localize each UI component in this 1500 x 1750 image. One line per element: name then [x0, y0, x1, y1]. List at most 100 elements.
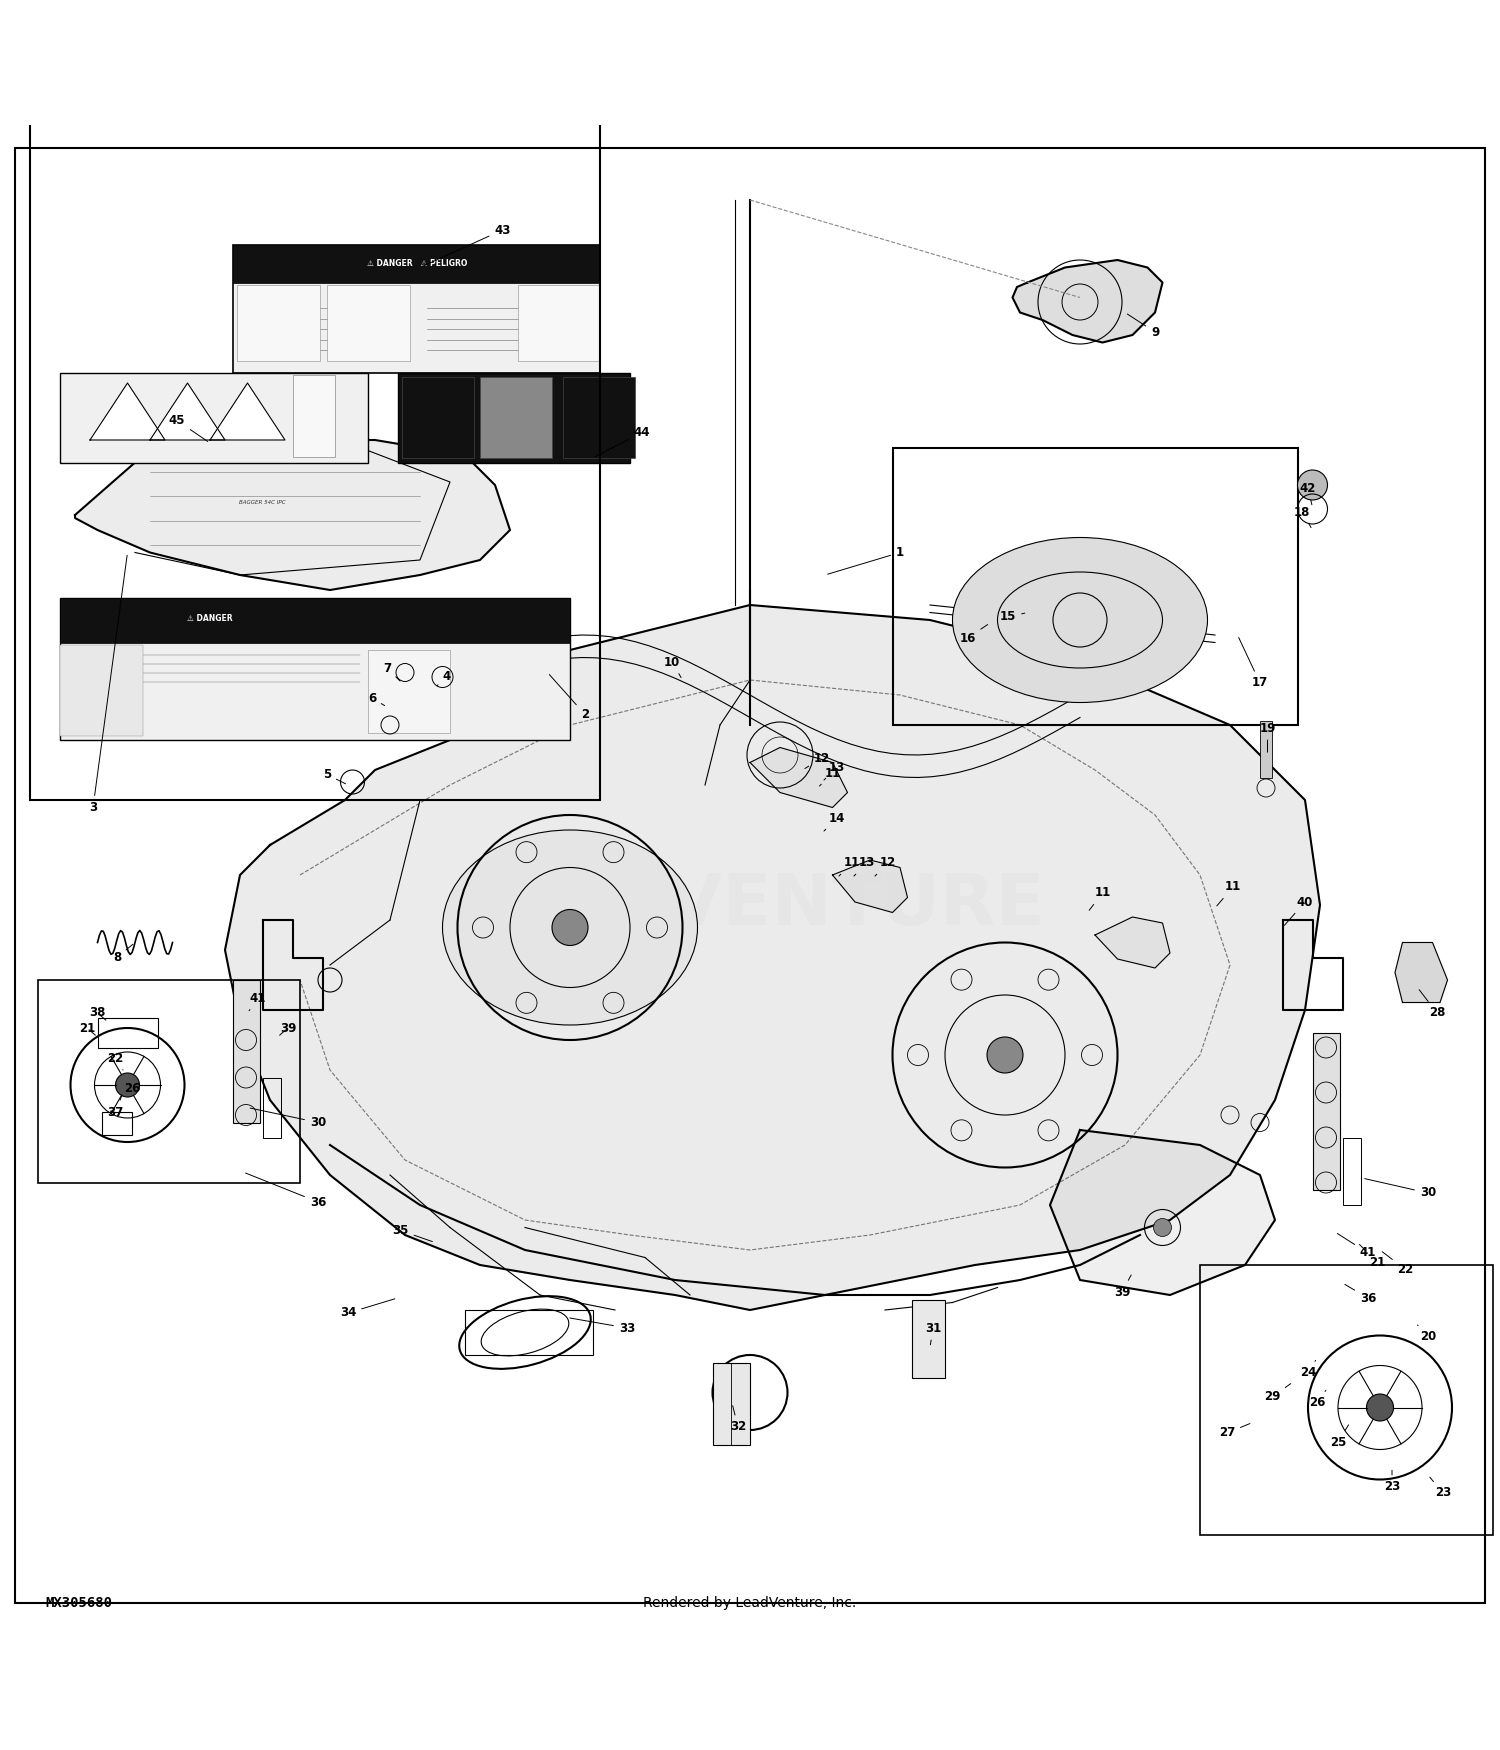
Polygon shape	[90, 383, 165, 439]
Text: 38: 38	[90, 1006, 106, 1020]
Text: 30: 30	[251, 1108, 326, 1129]
Bar	[402, 376, 474, 458]
Text: 37: 37	[108, 1096, 123, 1118]
Text: 15: 15	[1000, 611, 1024, 623]
Text: 39: 39	[1114, 1276, 1131, 1298]
Text: 33: 33	[570, 1318, 634, 1335]
Text: 30: 30	[1365, 1178, 1436, 1199]
Text: 22: 22	[108, 1052, 123, 1069]
Text: 42: 42	[1300, 481, 1316, 504]
Bar	[232, 980, 260, 1122]
Text: 27: 27	[1220, 1423, 1250, 1440]
Bar	[712, 1363, 750, 1445]
Text: 23: 23	[1384, 1470, 1400, 1493]
Text: 4: 4	[436, 670, 451, 686]
Polygon shape	[210, 383, 285, 439]
Text: 41: 41	[249, 992, 266, 1011]
Bar	[232, 245, 600, 282]
Text: MX305680: MX305680	[45, 1596, 112, 1610]
Text: 10: 10	[664, 656, 681, 677]
Bar	[38, 980, 300, 1183]
Polygon shape	[150, 383, 225, 439]
Text: 8: 8	[112, 945, 134, 964]
Circle shape	[116, 1073, 140, 1097]
Text: 36: 36	[246, 1172, 326, 1209]
Text: 26: 26	[1310, 1390, 1326, 1409]
Text: 11: 11	[839, 856, 860, 877]
Bar	[60, 597, 570, 642]
Text: 45: 45	[168, 415, 207, 441]
Text: 44: 44	[596, 425, 651, 457]
Text: 1: 1	[828, 546, 904, 574]
Text: 24: 24	[1300, 1360, 1316, 1379]
Bar	[368, 649, 450, 733]
Bar	[60, 373, 368, 462]
Text: 35: 35	[393, 1223, 432, 1241]
Text: 14: 14	[824, 812, 844, 831]
Bar	[1312, 1032, 1340, 1190]
Circle shape	[552, 910, 588, 945]
Text: 20: 20	[1418, 1325, 1436, 1344]
Text: 29: 29	[1264, 1384, 1290, 1404]
Text: 6: 6	[368, 691, 384, 705]
Bar	[232, 245, 600, 373]
Bar	[465, 1311, 592, 1354]
Bar	[912, 1300, 945, 1377]
Text: 2: 2	[549, 674, 590, 721]
Text: 13: 13	[853, 856, 874, 877]
Polygon shape	[1095, 917, 1170, 968]
Text: 3: 3	[88, 555, 128, 814]
Text: ⚠ DANGER   ⚠ PELIGRO: ⚠ DANGER ⚠ PELIGRO	[368, 259, 466, 268]
Bar	[518, 285, 600, 360]
Circle shape	[1154, 1218, 1172, 1237]
Bar	[1260, 721, 1272, 777]
Text: 26: 26	[124, 1082, 140, 1094]
Polygon shape	[225, 606, 1320, 1311]
Bar	[30, 110, 600, 800]
Bar	[327, 285, 410, 360]
Text: 41: 41	[1338, 1234, 1376, 1260]
Text: 39: 39	[279, 1022, 296, 1036]
Polygon shape	[1013, 261, 1162, 343]
Bar	[480, 376, 552, 458]
Text: 12: 12	[806, 751, 830, 768]
Text: 25: 25	[1330, 1424, 1348, 1449]
Bar	[1342, 1138, 1360, 1206]
Text: 5: 5	[322, 768, 345, 784]
Bar	[1200, 1265, 1492, 1535]
Ellipse shape	[952, 537, 1208, 702]
Text: 13: 13	[824, 761, 844, 780]
Text: 31: 31	[926, 1321, 940, 1344]
Bar	[892, 448, 1298, 724]
Text: 7: 7	[382, 662, 400, 681]
Text: 40: 40	[1284, 896, 1312, 926]
Text: 11: 11	[1216, 880, 1240, 906]
Text: 23: 23	[1430, 1477, 1450, 1500]
Text: 12: 12	[874, 856, 896, 877]
Bar	[398, 373, 630, 462]
Bar	[262, 1078, 280, 1138]
Text: 19: 19	[1260, 721, 1275, 752]
Polygon shape	[833, 859, 908, 912]
Bar	[98, 1017, 158, 1048]
Text: ROTATING BLADE: ROTATING BLADE	[180, 632, 240, 637]
Text: LEADVENTURE: LEADVENTURE	[454, 870, 1046, 940]
Text: 28: 28	[1419, 990, 1444, 1020]
Circle shape	[1366, 1395, 1394, 1421]
Bar	[237, 285, 320, 360]
Text: 17: 17	[1239, 637, 1268, 690]
Text: 21: 21	[80, 1022, 96, 1036]
Polygon shape	[1395, 943, 1447, 1003]
Bar	[60, 597, 570, 740]
Text: 32: 32	[730, 1405, 746, 1433]
Text: 16: 16	[960, 625, 987, 644]
Text: 11: 11	[819, 766, 840, 786]
Text: 22: 22	[1382, 1251, 1413, 1276]
Polygon shape	[750, 747, 847, 807]
Bar	[102, 1111, 132, 1134]
Text: ⚠ DANGER: ⚠ DANGER	[188, 614, 232, 623]
Text: Rendered by LeadVenture, Inc.: Rendered by LeadVenture, Inc.	[644, 1596, 856, 1610]
Text: 18: 18	[1294, 506, 1311, 527]
Text: 43: 43	[423, 224, 510, 266]
Text: 9: 9	[1128, 313, 1160, 338]
